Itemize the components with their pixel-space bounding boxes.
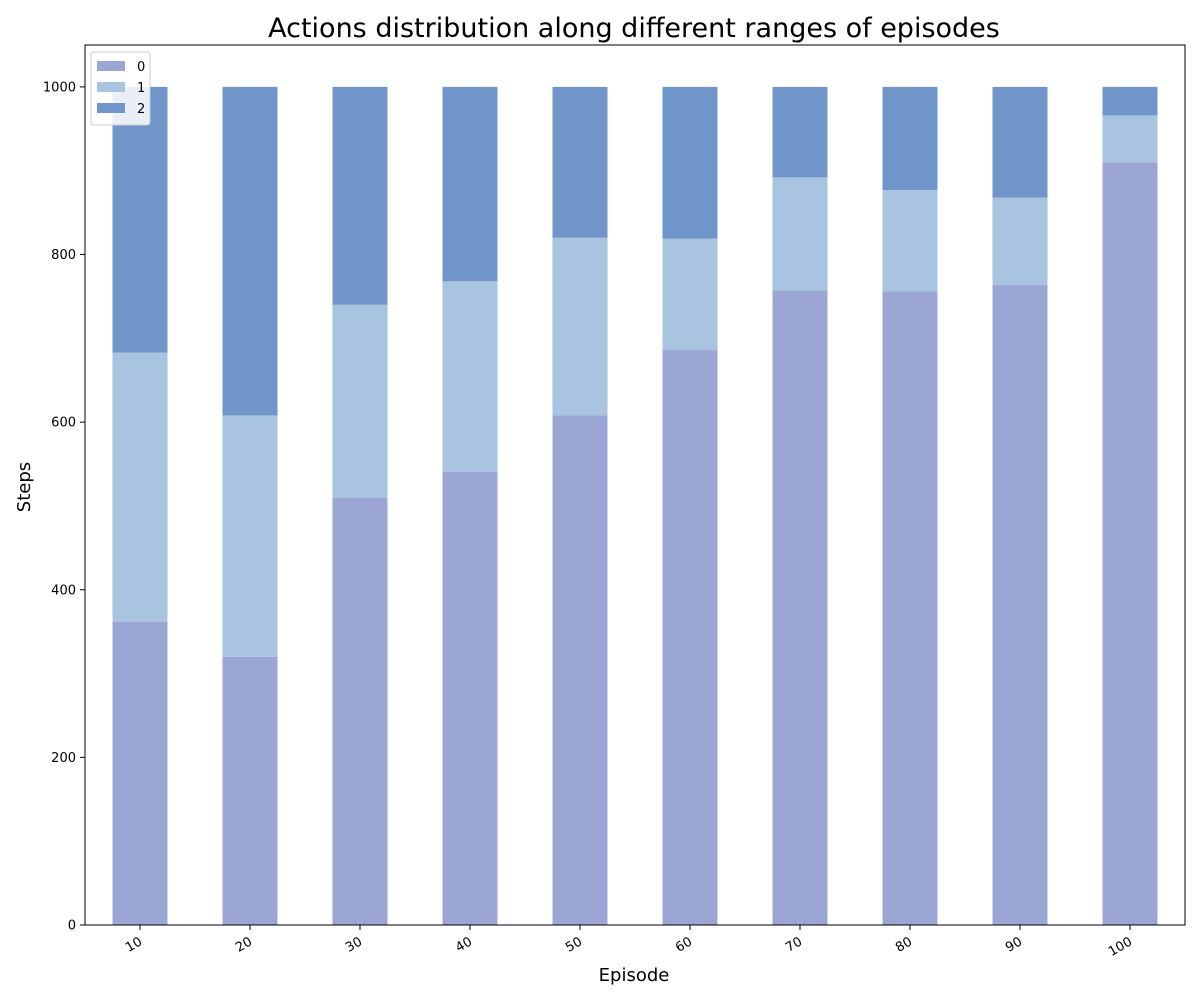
bar-segment-action-1-episode-80 xyxy=(882,189,938,292)
bar-segment-action-0-episode-70 xyxy=(772,290,828,925)
bar-segment-action-1-episode-10 xyxy=(112,352,168,622)
bar-segment-action-2-episode-100 xyxy=(1102,86,1158,116)
x-tick-label: 30 xyxy=(343,934,365,955)
bar-segment-action-2-episode-90 xyxy=(992,86,1048,198)
bar-segment-action-1-episode-40 xyxy=(442,281,498,472)
bar-segment-action-2-episode-80 xyxy=(882,86,938,190)
chart-title: Actions distribution along different ran… xyxy=(268,13,1000,44)
y-tick-label: 1000 xyxy=(43,80,76,95)
bar-segment-action-1-episode-50 xyxy=(552,237,608,416)
bar-segment-action-1-episode-90 xyxy=(992,197,1048,285)
legend-label-action-0: 0 xyxy=(137,60,145,75)
legend-label-action-2: 2 xyxy=(137,102,145,117)
axes-layer xyxy=(84,44,1186,926)
bar-segment-action-1-episode-100 xyxy=(1102,115,1158,163)
bar-segment-action-2-episode-40 xyxy=(442,86,498,282)
bar-segment-action-0-episode-30 xyxy=(332,497,388,925)
bars-layer xyxy=(112,86,1158,925)
y-tick-label: 800 xyxy=(51,248,76,263)
bar-segment-action-2-episode-30 xyxy=(332,86,388,305)
bar-segment-action-0-episode-20 xyxy=(222,656,278,925)
bar-segment-action-0-episode-80 xyxy=(882,291,938,925)
bar-segment-action-2-episode-50 xyxy=(552,86,608,238)
ticks-layer: 0 200 400 600 800 1000 10 20 30 40 50 60 70 80 90 100 xyxy=(43,80,1135,959)
x-tick-label: 100 xyxy=(1106,934,1135,959)
bar-segment-action-0-episode-90 xyxy=(992,284,1048,925)
x-tick-label: 80 xyxy=(893,934,915,955)
bar-segment-action-1-episode-30 xyxy=(332,304,388,498)
x-tick-label: 40 xyxy=(453,934,475,955)
plot-frame xyxy=(84,44,1186,926)
x-tick-label: 70 xyxy=(783,934,805,955)
y-axis-label: Steps xyxy=(14,462,35,512)
x-axis-label: Episode xyxy=(599,965,670,986)
y-tick-label: 600 xyxy=(51,416,76,431)
bar-segment-action-2-episode-70 xyxy=(772,86,828,178)
bar-segment-action-2-episode-60 xyxy=(662,86,718,239)
x-tick-label: 90 xyxy=(1003,934,1025,955)
legend-swatch-action-0 xyxy=(97,61,125,71)
bar-segment-action-2-episode-10 xyxy=(112,86,168,353)
legend: 0 1 2 xyxy=(90,51,151,126)
bar-segment-action-1-episode-60 xyxy=(662,238,718,351)
y-tick-label: 200 xyxy=(51,751,76,766)
x-tick-label: 10 xyxy=(123,934,145,955)
y-tick-label: 0 xyxy=(68,919,76,934)
bar-segment-action-0-episode-60 xyxy=(662,350,718,925)
x-tick-label: 20 xyxy=(233,934,255,955)
bar-segment-action-0-episode-100 xyxy=(1102,162,1158,925)
bar-segment-action-1-episode-20 xyxy=(222,415,278,657)
x-tick-label: 50 xyxy=(563,934,585,955)
legend-label-action-1: 1 xyxy=(137,81,145,96)
bar-segment-action-0-episode-40 xyxy=(442,471,498,925)
legend-swatch-action-2 xyxy=(97,103,125,113)
x-tick-label: 60 xyxy=(673,934,695,955)
legend-swatch-action-1 xyxy=(97,82,125,92)
bar-segment-action-1-episode-70 xyxy=(772,177,828,291)
bar-segment-action-0-episode-50 xyxy=(552,415,608,925)
bar-segment-action-2-episode-20 xyxy=(222,86,278,416)
bar-segment-action-0-episode-10 xyxy=(112,621,168,925)
y-tick-label: 400 xyxy=(51,583,76,598)
